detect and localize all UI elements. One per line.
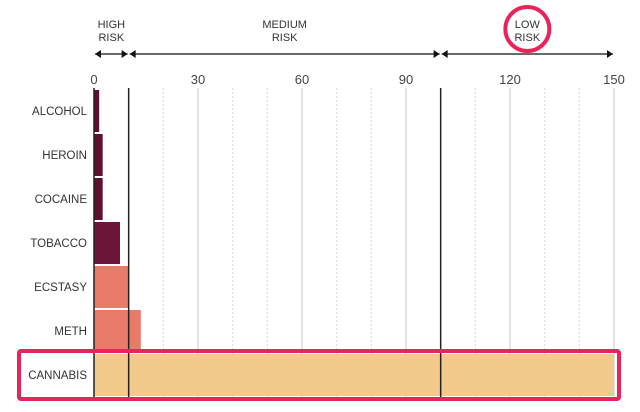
bar-meth — [94, 310, 141, 352]
category-label: CANNABIS — [28, 370, 87, 382]
arrowhead-right — [121, 50, 128, 58]
zone-label-line2: RISK — [514, 32, 540, 44]
zone-label-line1: LOW — [515, 19, 541, 31]
zone-label-line1: HIGH — [98, 19, 126, 31]
arrowhead-right — [607, 50, 613, 58]
category-label: TOBACCO — [30, 238, 87, 250]
bar-heroin — [94, 134, 103, 176]
category-label: COCAINE — [35, 194, 88, 206]
bar-cocaine — [94, 178, 103, 220]
bars — [94, 90, 614, 396]
zone-label-line2: RISK — [98, 32, 124, 44]
bar-cannabis — [94, 354, 614, 396]
x-tick-label: 30 — [191, 72, 205, 87]
zone-label-line1: MEDIUM — [262, 19, 307, 31]
arrowhead-left — [129, 50, 136, 58]
highlight-annotations — [17, 5, 621, 401]
bar-tobacco — [94, 222, 120, 264]
zone-label-line2: RISK — [272, 32, 298, 44]
arrowhead-left — [95, 50, 101, 58]
x-tick-label: 150 — [603, 72, 625, 87]
threshold-lines — [93, 88, 442, 398]
arrowhead-left — [441, 50, 448, 58]
x-tick-label: 90 — [399, 72, 413, 87]
x-tick-label: 0 — [90, 72, 97, 87]
arrowhead-right — [433, 50, 440, 58]
low-risk-highlight-circle — [503, 5, 552, 53]
category-label: ALCOHOL — [32, 106, 88, 118]
category-label: METH — [54, 326, 87, 338]
x-tick-label: 60 — [295, 72, 309, 87]
bar-alcohol — [94, 90, 100, 132]
category-labels: ALCOHOL HEROIN COCAINE TOBACCO ECSTASY METH CA… — [28, 106, 87, 382]
bar-ecstasy — [94, 266, 129, 308]
x-tick-label: 120 — [499, 72, 521, 87]
category-label: ECSTASY — [34, 282, 87, 294]
cannabis-highlight-box — [17, 349, 621, 401]
category-label: HEROIN — [42, 150, 87, 162]
x-axis-ticks: 0 30 60 90 120 150 — [90, 72, 624, 87]
